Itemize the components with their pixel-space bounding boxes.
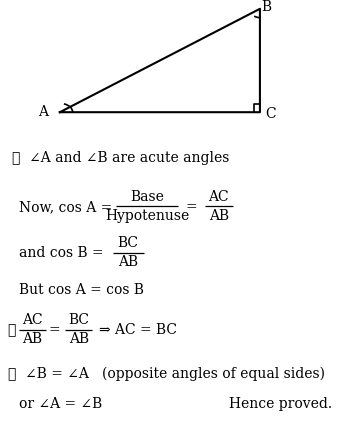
Text: ∴  ∠B = ∠A   (opposite angles of equal sides): ∴ ∠B = ∠A (opposite angles of equal side… [8,367,325,381]
Text: AB: AB [209,209,229,223]
Text: AB: AB [23,332,42,346]
Text: =: = [186,200,197,214]
Text: AC: AC [22,313,43,327]
Text: and cos B =: and cos B = [19,246,108,260]
Text: BC: BC [68,313,89,327]
Text: ∴: ∴ [8,323,16,337]
Text: AB: AB [69,332,89,346]
Text: B: B [262,0,272,15]
Text: or ∠A = ∠B: or ∠A = ∠B [19,397,102,411]
Text: Hence proved.: Hence proved. [228,397,332,411]
Text: AC: AC [209,190,229,204]
Text: Hypotenuse: Hypotenuse [105,209,189,223]
Text: ∴  ∠A and ∠B are acute angles: ∴ ∠A and ∠B are acute angles [12,151,229,165]
Text: BC: BC [118,236,139,250]
Text: A: A [38,105,48,119]
Text: AB: AB [118,255,138,269]
Text: C: C [265,106,276,121]
Text: But cos A = cos B: But cos A = cos B [19,283,144,297]
Text: =: = [49,323,61,337]
Text: ⇒ AC = BC: ⇒ AC = BC [99,323,177,337]
Text: Now, cos A =: Now, cos A = [19,200,116,214]
Text: Base: Base [130,190,164,204]
